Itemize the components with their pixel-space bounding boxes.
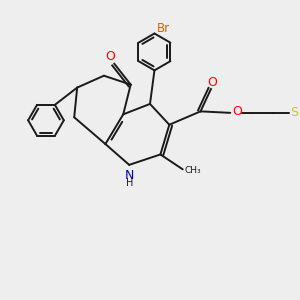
- Text: H: H: [126, 178, 134, 188]
- Text: O: O: [105, 50, 115, 63]
- Text: S: S: [290, 106, 298, 119]
- Text: N: N: [125, 169, 134, 182]
- Text: CH₃: CH₃: [185, 166, 201, 175]
- Text: O: O: [232, 105, 242, 118]
- Text: Br: Br: [157, 22, 170, 34]
- Text: O: O: [208, 76, 218, 89]
